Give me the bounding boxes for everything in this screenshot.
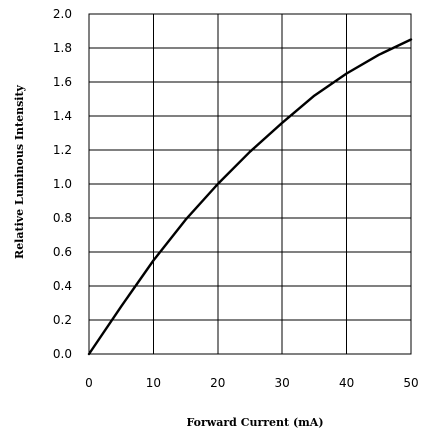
y-tick-label: 1.2: [53, 143, 72, 157]
y-tick-label: 2.0: [53, 7, 72, 21]
y-tick-label: 0.6: [53, 245, 72, 259]
y-axis-title: Relative Luminous Intensity: [13, 84, 26, 259]
x-axis-title: Forward Current (mA): [186, 416, 323, 429]
y-tick-label: 0.2: [53, 313, 72, 327]
x-tick-label: 10: [146, 376, 161, 390]
x-tick-label: 20: [210, 376, 225, 390]
x-tick-label: 30: [275, 376, 290, 390]
y-tick-label: 1.4: [53, 109, 72, 123]
y-tick-labels: 0.0 0.2 0.4 0.6 0.8 1.0 1.2 1.4 1.6 1.8 2.0: [53, 7, 72, 361]
y-tick-label: 1.6: [53, 75, 72, 89]
y-tick-label: 0.0: [53, 347, 72, 361]
y-tick-label: 0.4: [53, 279, 72, 293]
x-tick-labels: 0 10 20 30 40 50: [85, 376, 418, 390]
series-group: [87, 38, 413, 356]
y-tick-label: 1.8: [53, 41, 72, 55]
x-tick-label: 0: [85, 376, 93, 390]
y-tick-label: 0.8: [53, 211, 72, 225]
y-tick-label: 1.0: [53, 177, 72, 191]
x-tick-label: 50: [403, 376, 418, 390]
plot-frame: [88, 13, 412, 355]
series-line: [87, 38, 413, 356]
x-tick-label: 40: [339, 376, 354, 390]
